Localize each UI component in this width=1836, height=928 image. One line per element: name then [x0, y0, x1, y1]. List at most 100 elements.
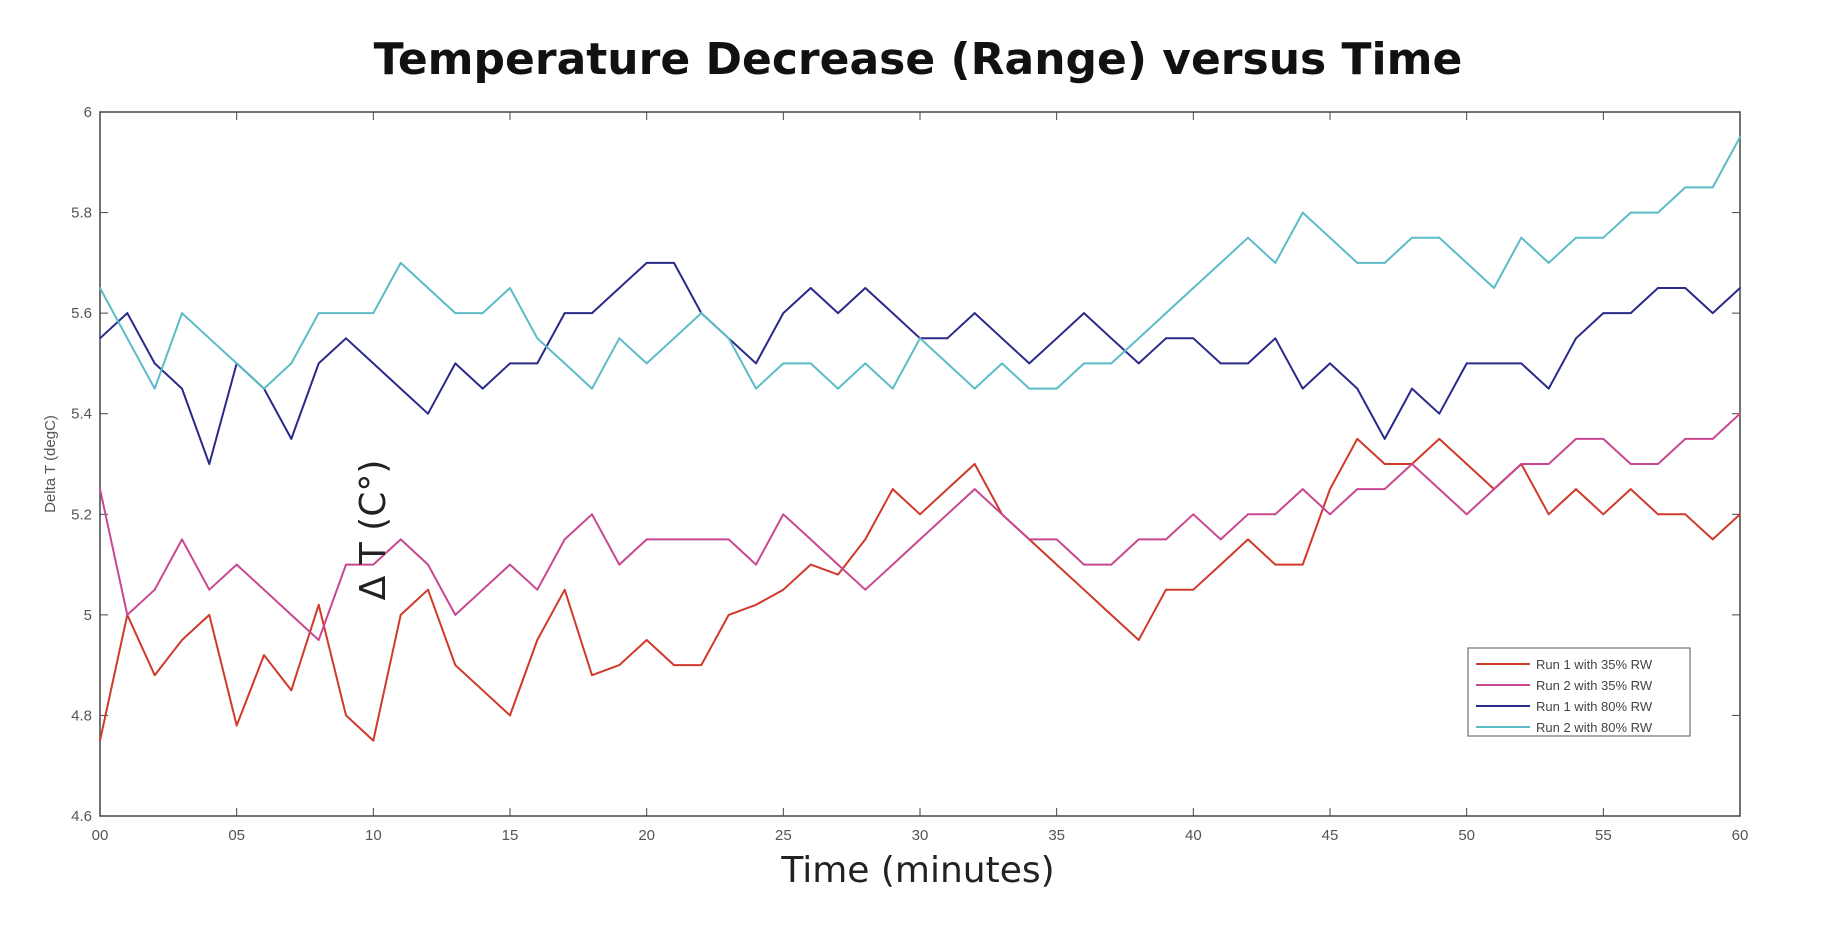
data-point: [1657, 287, 1659, 289]
data-point: [1110, 337, 1113, 340]
data-point: [536, 337, 539, 340]
data-point: [1247, 513, 1249, 516]
data-point: [809, 287, 812, 289]
data-point: [755, 603, 757, 606]
data-point: [1356, 438, 1359, 440]
data-point: [1192, 287, 1195, 289]
data-point: [973, 488, 976, 490]
data-point: [1602, 513, 1605, 516]
data-point: [153, 387, 156, 390]
data-point: [153, 362, 156, 365]
data-point: [1438, 438, 1441, 440]
data-point: [946, 513, 949, 516]
data-point: [1684, 287, 1687, 289]
y-tick-label: 5: [84, 607, 92, 624]
data-point: [1083, 563, 1085, 566]
data-point: [946, 488, 949, 490]
y-axis-label-overlay: Δ T (C°): [353, 460, 394, 601]
data-point: [1165, 538, 1167, 541]
data-point: [919, 538, 921, 541]
legend-entry: Run 2 with 80% RW: [1536, 720, 1653, 735]
data-point: [673, 538, 675, 541]
data-point: [208, 614, 211, 616]
data-point: [1411, 236, 1413, 239]
data-point: [563, 362, 566, 365]
data-point: [345, 337, 347, 340]
data-point: [509, 362, 511, 365]
data-point: [1247, 362, 1249, 365]
data-point: [1383, 463, 1386, 465]
data-point: [481, 588, 484, 591]
data-point: [536, 362, 539, 365]
data-point: [782, 312, 785, 314]
data-point: [1657, 463, 1659, 465]
data-point: [673, 337, 675, 340]
data-point: [372, 312, 375, 314]
data-point: [1739, 287, 1741, 289]
data-point: [1110, 362, 1113, 365]
data-point: [536, 639, 539, 641]
data-point: [317, 603, 320, 606]
data-point: [1329, 513, 1331, 516]
data-point: [1602, 312, 1605, 314]
data-point: [891, 312, 894, 314]
data-point: [1493, 362, 1495, 365]
data-point: [1110, 563, 1113, 566]
data-point: [1383, 438, 1386, 440]
data-point: [1629, 488, 1632, 490]
data-point: [837, 563, 839, 566]
series-lines: [99, 136, 1741, 742]
data-point: [673, 262, 675, 264]
x-tick-label: 55: [1595, 827, 1612, 844]
data-point: [1329, 362, 1331, 365]
data-point: [618, 287, 621, 289]
data-point: [208, 337, 211, 340]
y-axis-label: Delta T (degC): [42, 415, 59, 513]
data-point: [1438, 488, 1441, 490]
data-point: [1657, 513, 1659, 516]
data-point: [727, 538, 730, 541]
data-point: [1356, 387, 1359, 390]
data-point: [372, 362, 375, 365]
data-point: [1165, 588, 1167, 591]
data-point: [700, 664, 703, 666]
data-point: [809, 563, 812, 566]
x-tick-label: 10: [365, 827, 382, 844]
data-point: [263, 387, 265, 390]
data-point: [509, 287, 511, 289]
data-point: [1137, 362, 1140, 365]
data-point: [1684, 513, 1687, 516]
data-point: [1547, 262, 1550, 264]
data-point: [1028, 538, 1031, 541]
data-point: [1083, 312, 1085, 314]
data-point: [1465, 513, 1468, 516]
data-point: [290, 438, 293, 440]
legend-box: [1467, 647, 1691, 737]
data-point: [399, 614, 402, 616]
data-point: [618, 563, 621, 566]
data-point: [782, 513, 785, 516]
data-point: [481, 387, 484, 390]
data-point: [864, 538, 867, 541]
data-point: [290, 362, 293, 365]
data-point: [427, 563, 429, 566]
data-point: [454, 362, 457, 365]
data-point: [372, 739, 375, 742]
data-point: [509, 563, 511, 566]
data-point: [1711, 312, 1714, 314]
data-point: [1711, 438, 1714, 440]
data-point: [864, 287, 867, 289]
x-tick-label: 25: [775, 827, 792, 844]
data-point: [1575, 488, 1577, 490]
data-point: [1055, 337, 1058, 340]
data-point: [153, 674, 156, 677]
data-point: [1575, 438, 1577, 440]
data-point: [1520, 236, 1523, 239]
y-tick-label: 4.6: [71, 808, 92, 825]
data-point: [481, 689, 484, 692]
data-point: [1520, 362, 1523, 365]
y-tick-label: 5.4: [71, 406, 92, 423]
data-point: [591, 674, 593, 677]
data-point: [345, 714, 347, 717]
data-point: [1739, 412, 1741, 415]
